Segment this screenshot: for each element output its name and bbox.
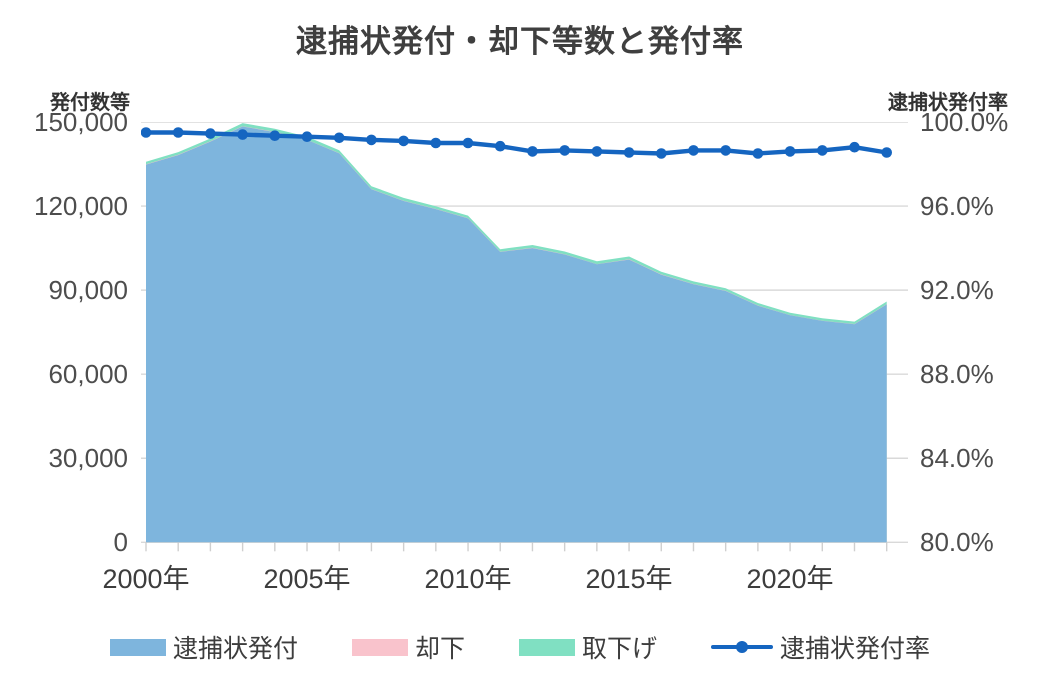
right-axis-tick: 96.0%	[920, 191, 994, 221]
left-axis-tick: 30,000	[48, 443, 128, 473]
right-axis-title: 逮捕状発付率	[888, 92, 1008, 114]
left-axis-tick: 0	[113, 527, 128, 557]
legend-item-rate: 逮捕状発付率	[711, 629, 930, 665]
left-axis-tick: 90,000	[48, 275, 128, 305]
legend-label: 却下	[414, 635, 465, 663]
left-axis-tick: 150,000	[34, 107, 128, 137]
right-axis-tick: 100.0%	[920, 107, 1009, 137]
x-axis-tick: 2020年	[746, 564, 834, 594]
legend-label: 逮捕状発付	[172, 635, 298, 663]
issued-area-swatch-icon	[109, 638, 166, 656]
legend-item-withdrawn: 取下げ	[519, 629, 657, 665]
legend-label: 逮捕状発付率	[780, 635, 931, 663]
left-axis-tick: 120,000	[34, 191, 128, 221]
right-axis-tick: 84.0%	[920, 443, 994, 473]
left-axis-tick: 60,000	[48, 359, 128, 389]
x-axis-tick: 2015年	[585, 564, 673, 594]
chart-title: 逮捕状発付・却下等数と発付率	[296, 24, 744, 59]
right-axis-tick: 88.0%	[920, 359, 994, 389]
x-axis-tick: 2010年	[424, 564, 512, 594]
left-axis-title: 発付数等	[50, 92, 130, 114]
legend-label: 取下げ	[582, 635, 658, 663]
right-axis-tick: 80.0%	[920, 527, 994, 557]
withdrawn-area-swatch-icon	[519, 638, 575, 656]
legend-item-issued: 逮捕状発付	[109, 629, 298, 665]
x-axis-tick: 2005年	[263, 564, 351, 594]
right-axis-tick: 92.0%	[920, 275, 994, 305]
chart-legend: 逮捕状発付 却下 取下げ 逮捕状発付率	[0, 629, 1040, 665]
plot-area	[141, 122, 908, 552]
rate-line-swatch-icon	[711, 638, 774, 656]
dismissed-area-swatch-icon	[351, 638, 408, 656]
x-axis-tick: 2000年	[102, 564, 190, 594]
legend-item-dismissed: 却下	[351, 629, 465, 665]
